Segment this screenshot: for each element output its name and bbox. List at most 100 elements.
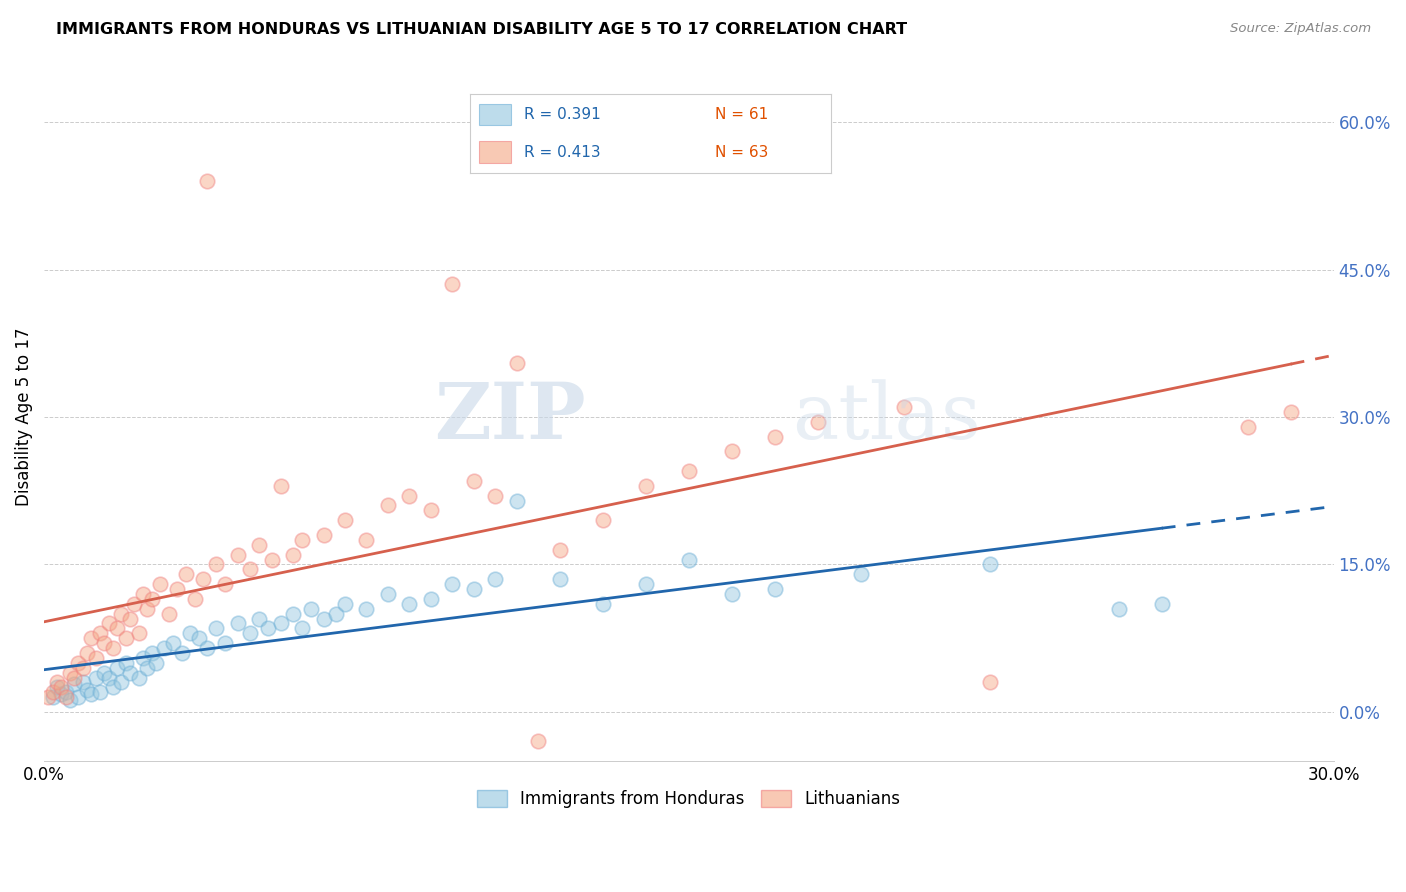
Point	[979, 675, 1001, 690]
Point	[377, 587, 399, 601]
Point	[170, 646, 193, 660]
Point	[356, 601, 378, 615]
Point	[55, 690, 77, 705]
Point	[291, 533, 314, 547]
Point	[226, 616, 249, 631]
Point	[634, 479, 657, 493]
Point	[979, 558, 1001, 572]
Point	[247, 538, 270, 552]
Point	[187, 631, 209, 645]
Point	[214, 577, 236, 591]
Point	[420, 591, 443, 606]
Point	[197, 640, 219, 655]
Point	[214, 636, 236, 650]
Point	[191, 572, 214, 586]
Point	[41, 690, 63, 705]
Point	[124, 597, 146, 611]
Point	[247, 611, 270, 625]
Point	[67, 690, 90, 705]
Point	[105, 621, 128, 635]
Point	[527, 734, 550, 748]
Point	[76, 683, 98, 698]
Point	[463, 474, 485, 488]
Point	[55, 685, 77, 699]
Text: ZIP: ZIP	[434, 379, 586, 455]
Point	[312, 611, 335, 625]
Point	[183, 591, 205, 606]
Point	[239, 562, 262, 576]
Point	[283, 607, 305, 621]
Point	[59, 693, 82, 707]
Point	[721, 587, 744, 601]
Point	[270, 616, 292, 631]
Point	[101, 681, 124, 695]
Point	[132, 651, 155, 665]
Point	[149, 577, 172, 591]
Legend: Immigrants from Honduras, Lithuanians: Immigrants from Honduras, Lithuanians	[471, 783, 907, 814]
Point	[72, 661, 94, 675]
Point	[893, 401, 915, 415]
Point	[46, 681, 69, 695]
Point	[763, 430, 786, 444]
Point	[97, 616, 120, 631]
Point	[141, 646, 163, 660]
Point	[356, 533, 378, 547]
Point	[72, 675, 94, 690]
Point	[548, 572, 571, 586]
Point	[162, 636, 184, 650]
Point	[145, 656, 167, 670]
Point	[136, 661, 159, 675]
Point	[89, 685, 111, 699]
Point	[420, 503, 443, 517]
Point	[592, 513, 614, 527]
Point	[84, 651, 107, 665]
Point	[51, 687, 73, 701]
Point	[291, 621, 314, 635]
Point	[1236, 420, 1258, 434]
Point	[84, 671, 107, 685]
Point	[179, 626, 201, 640]
Point	[205, 621, 228, 635]
Point	[132, 587, 155, 601]
Point	[592, 597, 614, 611]
Point	[174, 567, 197, 582]
Point	[325, 607, 347, 621]
Point	[59, 665, 82, 680]
Text: IMMIGRANTS FROM HONDURAS VS LITHUANIAN DISABILITY AGE 5 TO 17 CORRELATION CHART: IMMIGRANTS FROM HONDURAS VS LITHUANIAN D…	[56, 22, 907, 37]
Point	[93, 665, 115, 680]
Point	[63, 671, 86, 685]
Point	[849, 567, 872, 582]
Point	[89, 626, 111, 640]
Point	[678, 552, 700, 566]
Point	[260, 552, 283, 566]
Point	[1150, 597, 1173, 611]
Point	[721, 444, 744, 458]
Point	[136, 601, 159, 615]
Point	[80, 687, 103, 701]
Point	[763, 582, 786, 596]
Point	[114, 631, 136, 645]
Point	[76, 646, 98, 660]
Point	[63, 677, 86, 691]
Text: atlas: atlas	[792, 379, 981, 455]
Point	[441, 577, 464, 591]
Point	[484, 572, 506, 586]
Point	[807, 415, 830, 429]
Point	[51, 681, 73, 695]
Point	[270, 479, 292, 493]
Point	[463, 582, 485, 596]
Point	[1108, 601, 1130, 615]
Point	[41, 685, 63, 699]
Point	[153, 640, 176, 655]
Point	[312, 528, 335, 542]
Point	[97, 671, 120, 685]
Point	[120, 611, 142, 625]
Point	[114, 656, 136, 670]
Point	[197, 174, 219, 188]
Point	[398, 597, 420, 611]
Point	[166, 582, 188, 596]
Point	[678, 464, 700, 478]
Point	[105, 661, 128, 675]
Point	[128, 626, 150, 640]
Point	[506, 493, 529, 508]
